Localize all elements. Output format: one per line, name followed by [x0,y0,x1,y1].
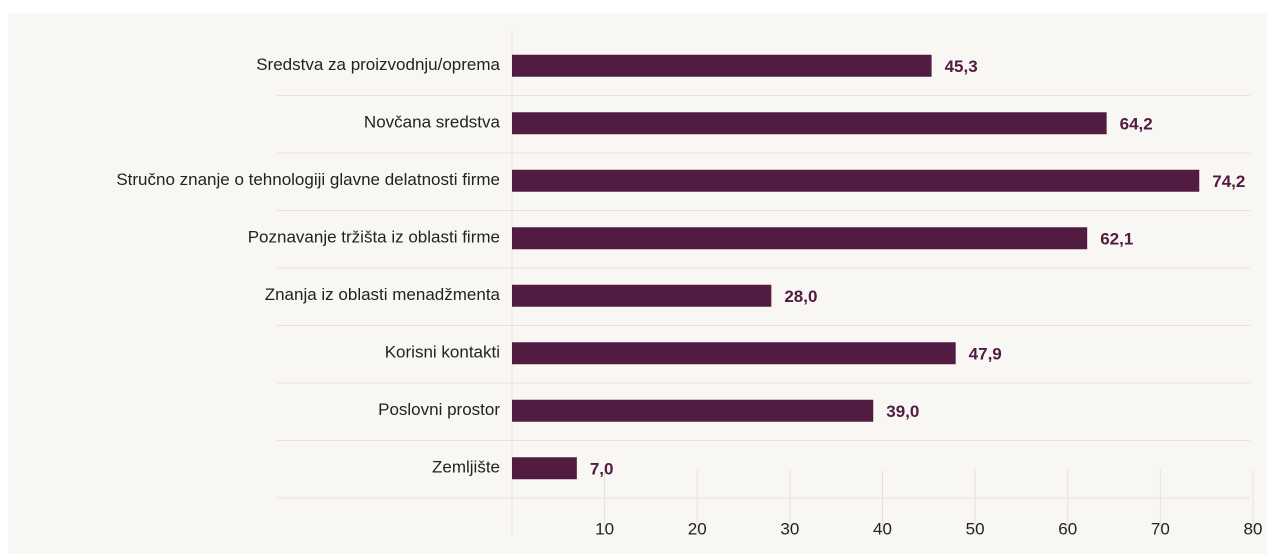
category-label: Znanja iz oblasti menadžmenta [265,285,501,304]
category-label: Poslovni prostor [378,400,500,419]
value-label: 74,2 [1212,172,1245,191]
bar [512,457,577,480]
x-tick-label: 30 [780,519,799,538]
category-label: Korisni kontakti [385,343,500,362]
x-tick-label: 10 [595,519,614,538]
x-tick-label: 40 [873,519,892,538]
bar [512,284,772,307]
x-tick-label: 20 [688,519,707,538]
value-label: 64,2 [1120,115,1153,134]
x-tick-label: 50 [966,519,985,538]
value-label: 47,9 [969,345,1002,364]
category-label: Novčana sredstva [364,113,501,132]
category-label: Stručno znanje o tehnologiji glavne dela… [116,170,500,189]
bar [512,227,1088,250]
bar [512,399,874,422]
bar [512,112,1107,135]
bar [512,54,932,77]
bar [512,342,956,365]
category-label: Zemljište [432,458,500,477]
value-label: 7,0 [590,460,614,479]
category-label: Poznavanje tržišta iz oblasti firme [248,228,500,247]
value-label: 62,1 [1100,230,1133,249]
x-tick-label: 80 [1244,519,1263,538]
chart-background [8,13,1267,554]
value-label: 39,0 [886,402,919,421]
value-label: 28,0 [784,287,817,306]
bar [512,169,1200,192]
x-tick-label: 70 [1151,519,1170,538]
category-label: Sredstva za proizvodnju/oprema [256,55,500,74]
value-label: 45,3 [945,57,978,76]
x-tick-label: 60 [1058,519,1077,538]
